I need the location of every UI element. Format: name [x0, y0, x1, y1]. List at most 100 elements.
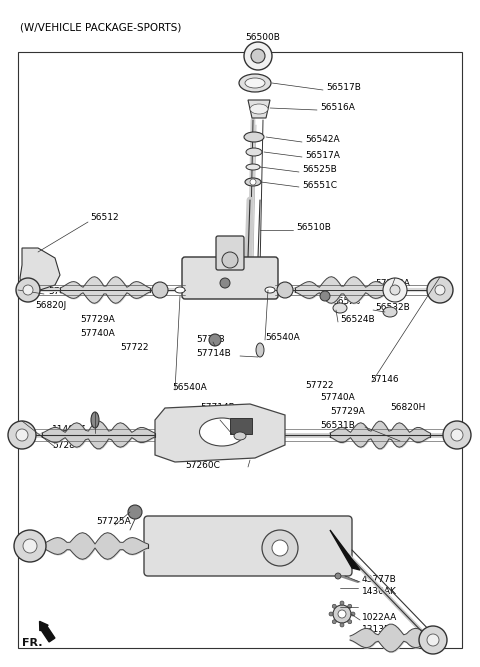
Circle shape [128, 505, 142, 519]
Circle shape [348, 620, 352, 624]
Ellipse shape [239, 74, 271, 92]
Text: (W/VEHICLE PACKAGE-SPORTS): (W/VEHICLE PACKAGE-SPORTS) [20, 23, 181, 33]
Text: 57729A: 57729A [80, 315, 115, 325]
Circle shape [351, 612, 355, 616]
FancyBboxPatch shape [216, 236, 244, 270]
Text: 57729A: 57729A [330, 406, 365, 416]
Ellipse shape [246, 148, 262, 156]
Text: 56820J: 56820J [35, 301, 66, 311]
Text: 56551C: 56551C [302, 181, 337, 189]
Circle shape [390, 285, 400, 295]
Circle shape [277, 282, 293, 298]
Text: 57753: 57753 [196, 336, 225, 344]
Text: 57722: 57722 [305, 380, 334, 390]
Text: 57718A: 57718A [375, 279, 410, 289]
Text: 56516A: 56516A [320, 103, 355, 113]
Circle shape [332, 604, 336, 608]
Ellipse shape [265, 287, 275, 293]
Text: 43777B: 43777B [362, 576, 397, 584]
FancyArrow shape [39, 622, 55, 642]
Text: FR.: FR. [22, 638, 43, 648]
Circle shape [332, 620, 336, 624]
Ellipse shape [245, 78, 265, 88]
Circle shape [250, 179, 256, 185]
Circle shape [14, 530, 46, 562]
Ellipse shape [245, 178, 261, 186]
Text: 57146: 57146 [370, 376, 398, 384]
Text: 56521B: 56521B [200, 418, 235, 426]
Ellipse shape [246, 164, 260, 170]
Circle shape [320, 291, 330, 301]
FancyBboxPatch shape [144, 516, 352, 576]
Circle shape [244, 42, 272, 70]
Text: 56525B: 56525B [302, 165, 337, 175]
Text: 1313DA: 1313DA [362, 626, 398, 634]
Circle shape [222, 252, 238, 268]
Text: 56540A: 56540A [265, 334, 300, 342]
Circle shape [419, 626, 447, 654]
Text: 57260C: 57260C [185, 460, 220, 470]
Text: 57740A: 57740A [320, 394, 355, 402]
Circle shape [329, 612, 333, 616]
Circle shape [338, 610, 346, 618]
Polygon shape [248, 100, 270, 118]
Circle shape [209, 334, 221, 346]
Text: 1430AK: 1430AK [362, 588, 397, 596]
Text: 57280: 57280 [52, 440, 81, 450]
Circle shape [23, 285, 33, 295]
FancyBboxPatch shape [182, 257, 278, 299]
Text: 56517B: 56517B [326, 83, 361, 93]
Bar [18, 52, 462, 648]
Text: 56524B: 56524B [340, 315, 374, 325]
Text: 56512: 56512 [90, 213, 119, 223]
Ellipse shape [175, 287, 185, 293]
Circle shape [272, 540, 288, 556]
Ellipse shape [200, 418, 244, 446]
Ellipse shape [244, 132, 264, 142]
Text: 56551A: 56551A [232, 273, 267, 283]
Circle shape [443, 421, 471, 449]
Circle shape [435, 285, 445, 295]
Polygon shape [330, 530, 360, 570]
Text: 56820H: 56820H [390, 404, 425, 412]
Circle shape [262, 530, 298, 566]
Circle shape [333, 605, 351, 623]
Text: 57714B: 57714B [200, 404, 235, 412]
Ellipse shape [250, 104, 268, 114]
Circle shape [383, 278, 407, 302]
Circle shape [8, 421, 36, 449]
Circle shape [23, 539, 37, 553]
Circle shape [16, 278, 40, 302]
Circle shape [251, 49, 265, 63]
Circle shape [16, 429, 28, 441]
Circle shape [335, 573, 341, 579]
Circle shape [348, 604, 352, 608]
Circle shape [427, 277, 453, 303]
Text: 56540A: 56540A [172, 384, 207, 392]
Circle shape [340, 601, 344, 605]
Text: 56531B: 56531B [320, 420, 355, 430]
Text: 1140FZ: 1140FZ [52, 426, 86, 434]
Text: 56542A: 56542A [305, 135, 340, 145]
Polygon shape [20, 248, 60, 290]
Text: 57725A: 57725A [96, 518, 131, 526]
Circle shape [340, 623, 344, 627]
Circle shape [152, 282, 168, 298]
Text: 56510B: 56510B [296, 223, 331, 233]
Ellipse shape [333, 303, 347, 313]
Text: 57146: 57146 [48, 287, 77, 297]
Circle shape [220, 278, 230, 288]
Ellipse shape [383, 307, 397, 317]
Text: 57740A: 57740A [80, 329, 115, 338]
Bar [230, 418, 252, 434]
Text: 56500B: 56500B [246, 33, 280, 43]
Text: 56532B: 56532B [375, 303, 410, 313]
Text: 1022AA: 1022AA [362, 614, 397, 622]
Ellipse shape [256, 343, 264, 357]
Text: 57714B: 57714B [196, 350, 231, 358]
Ellipse shape [234, 432, 246, 440]
Text: 57722: 57722 [120, 344, 148, 352]
Circle shape [451, 429, 463, 441]
Circle shape [427, 634, 439, 646]
Text: 56523: 56523 [332, 297, 360, 307]
